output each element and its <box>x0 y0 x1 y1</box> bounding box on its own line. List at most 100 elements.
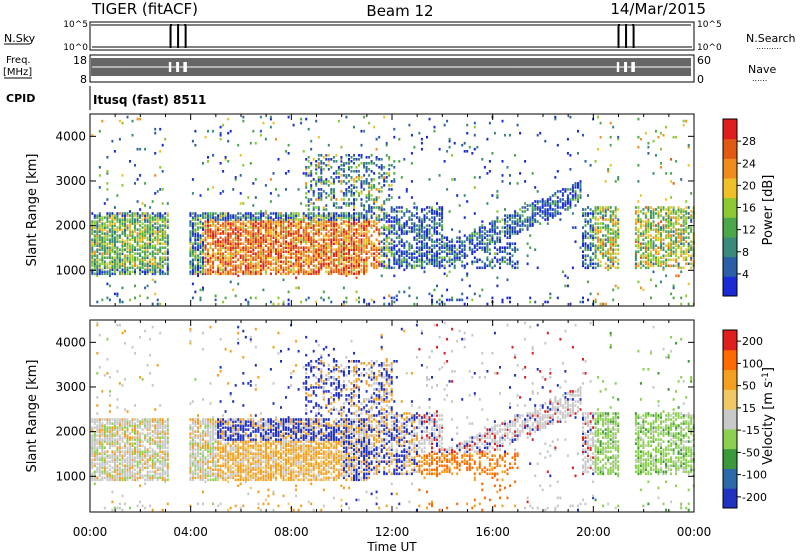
echo-cell <box>267 224 270 227</box>
echo-cell <box>116 260 119 264</box>
echo-cell <box>473 176 476 179</box>
echo-cell <box>197 256 199 259</box>
echo-cell <box>272 250 275 253</box>
echo-cell <box>355 248 358 251</box>
echo-cell <box>103 246 106 249</box>
echo-cell <box>305 272 308 276</box>
echo-cell <box>322 168 325 171</box>
echo-cell <box>423 238 426 241</box>
echo-cell <box>259 250 262 253</box>
echo-cell <box>577 182 579 185</box>
echo-cell <box>428 250 431 253</box>
echo-cell <box>471 236 474 239</box>
echo-cell <box>124 256 126 259</box>
echo-cell <box>300 270 303 274</box>
echo-cell <box>441 212 444 215</box>
echo-cell <box>365 266 368 270</box>
echo-cell <box>312 192 315 195</box>
echo-cell <box>154 131 157 135</box>
echo-cell <box>91 230 94 233</box>
echo-cell <box>312 240 315 243</box>
echo-cell <box>277 256 280 259</box>
echo-cell <box>214 294 217 298</box>
echo-cell <box>252 248 255 251</box>
echo-cell <box>254 252 257 255</box>
echo-cell <box>317 248 320 251</box>
echo-cell <box>126 248 129 251</box>
echo-cell <box>433 260 436 264</box>
echo-cell <box>368 194 371 197</box>
echo-cell <box>144 242 147 245</box>
echo-cell <box>287 246 290 249</box>
echo-cell <box>277 240 280 243</box>
echo-cell <box>156 298 159 302</box>
echo-cell <box>481 230 484 233</box>
echo-cell <box>280 268 282 272</box>
echo-cell <box>264 236 267 239</box>
echo-cell <box>499 266 501 270</box>
echo-cell <box>103 228 106 231</box>
echo-cell <box>330 266 333 270</box>
echo-cell <box>355 260 358 264</box>
echo-cell <box>317 194 320 197</box>
echo-cell <box>269 238 272 241</box>
echo-cell <box>280 222 282 225</box>
echo-cell <box>116 268 119 272</box>
echo-cell <box>111 258 114 262</box>
echo-cell <box>244 232 247 235</box>
echo-cell <box>353 222 355 225</box>
echo-cell <box>544 139 547 143</box>
echo-cell <box>501 160 504 163</box>
echo-cell <box>418 216 421 219</box>
echo-cell <box>139 117 142 121</box>
echo-cell <box>443 272 446 276</box>
echo-cell <box>134 264 136 268</box>
echo-cell <box>511 220 514 223</box>
echo-cell <box>403 260 406 264</box>
echo-cell <box>217 242 220 245</box>
echo-cell <box>312 206 315 209</box>
echo-cell <box>441 218 444 221</box>
echo-cell <box>312 202 315 205</box>
echo-cell <box>571 266 574 270</box>
echo-cell <box>446 254 449 257</box>
echo-cell <box>202 240 204 243</box>
echo-cell <box>103 244 106 247</box>
echo-cell <box>481 224 484 227</box>
echo-cell <box>584 256 587 259</box>
echo-cell <box>300 246 303 249</box>
echo-cell <box>383 216 386 219</box>
echo-cell <box>204 212 207 215</box>
echo-cell <box>219 162 222 165</box>
echo-cell <box>463 264 466 268</box>
echo-cell <box>275 228 277 231</box>
echo-cell <box>269 252 272 255</box>
echo-cell <box>264 232 267 235</box>
echo-cell <box>242 260 245 264</box>
echo-cell <box>91 256 94 259</box>
echo-cell <box>514 246 517 249</box>
echo-cell <box>345 296 348 300</box>
echo-cell <box>317 272 320 276</box>
echo-cell <box>348 254 350 257</box>
echo-cell <box>290 248 293 251</box>
echo-cell <box>370 198 373 201</box>
echo-cell <box>189 246 192 249</box>
echo-cell <box>350 238 353 241</box>
echo-cell <box>342 270 345 274</box>
echo-cell <box>207 252 209 255</box>
echo-cell <box>282 248 285 251</box>
echo-cell <box>154 292 157 296</box>
echo-cell <box>285 228 287 231</box>
echo-cell <box>197 238 199 241</box>
echo-cell <box>365 226 368 229</box>
echo-cell <box>322 222 325 225</box>
echo-cell <box>141 244 144 247</box>
echo-cell <box>561 188 564 191</box>
echo-cell <box>302 254 305 257</box>
echo-cell <box>237 240 240 243</box>
echo-cell <box>534 186 537 189</box>
echo-cell <box>332 248 335 251</box>
echo-cell <box>506 242 509 245</box>
echo-cell <box>426 244 428 247</box>
